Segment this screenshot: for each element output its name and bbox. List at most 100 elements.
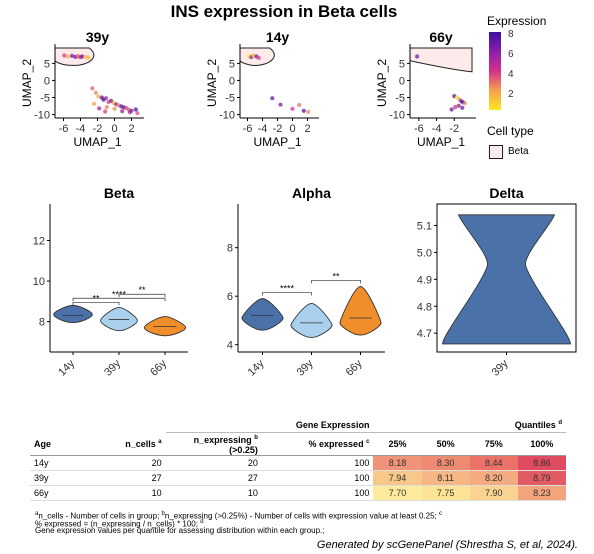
header-pct: % expressed xyxy=(308,439,364,449)
violin-x-tick-label: 14y xyxy=(56,357,77,378)
umap-point xyxy=(65,54,70,59)
footnote-a-text: n_cells - Number of cells in group; xyxy=(38,511,162,521)
significance-bracket xyxy=(262,292,312,296)
violin-x-tick-label: 39y xyxy=(490,357,511,378)
umap-point xyxy=(120,109,125,114)
summary-table: Gene Expression Quantiles d Age n_cells … xyxy=(30,418,566,501)
cell-n-expressing: 20 xyxy=(247,458,258,468)
umap-point xyxy=(297,102,302,108)
significance-bracket xyxy=(72,297,166,302)
footnote-d: d xyxy=(200,519,204,525)
umap-y-label: UMAP_2 xyxy=(375,59,389,107)
legend-expression-title: Expression xyxy=(487,14,547,28)
page-title: INS expression in Beta cells xyxy=(170,2,398,21)
legend-colorbar xyxy=(489,32,501,110)
header-n-expressing-note: b xyxy=(254,435,258,441)
cell-q50: 7.75 xyxy=(421,485,470,501)
violin-66y xyxy=(339,286,382,336)
umap-title: 39y xyxy=(86,29,110,45)
umap-y-tick-label: 0 xyxy=(229,75,235,87)
table-row: 14y 20 20 100 8.18 8.30 8.44 8.86 xyxy=(30,455,566,471)
umap-x-tick-label: -6 xyxy=(59,123,69,135)
cell-q100: 8.86 xyxy=(517,455,566,471)
header-n-cells: n_cells xyxy=(125,438,156,449)
umap-y-tick-label: 5 xyxy=(229,58,235,70)
umap-point xyxy=(112,106,117,111)
cell-q25: 7.70 xyxy=(373,485,422,501)
table-group-header: Gene Expression Quantiles d xyxy=(30,418,566,433)
header-q75: 75% xyxy=(484,439,503,449)
umap-x-tick-label: 2 xyxy=(128,123,134,135)
cell-n-expressing: 27 xyxy=(247,473,258,483)
violin-y-tick-label: 8 xyxy=(39,317,45,329)
umap-point xyxy=(270,96,275,101)
header-quantiles: Quantiles xyxy=(514,420,556,430)
umap-x-tick-label: -6 xyxy=(243,123,253,135)
cell-q25: 7.94 xyxy=(373,470,422,486)
umap-x-label: UMAP_1 xyxy=(417,135,465,149)
header-gene-expression: Gene Expression xyxy=(295,420,370,430)
cell-q25: 8.18 xyxy=(373,455,422,471)
cell-age: 14y xyxy=(34,458,49,468)
violin-y-tick-label: 12 xyxy=(33,235,45,247)
cell-n-cells: 27 xyxy=(151,473,162,483)
violin-y-tick-label: 8 xyxy=(227,243,233,255)
violin-x-tick-label: 39y xyxy=(295,357,316,378)
umap-title: 66y xyxy=(429,29,453,45)
table-row: 39y 27 27 100 7.94 8.11 8.20 8.79 xyxy=(30,470,566,486)
legend-celltype-label: Beta xyxy=(508,146,529,157)
footnote-2: % expressed = (n_expressing / n_cells) *… xyxy=(35,518,204,529)
significance-bracket xyxy=(311,280,361,284)
umap-point xyxy=(456,103,461,108)
table-column-header: Age n_cells a n_expressing b (>0.25) % e… xyxy=(30,433,566,456)
cell-age: 39y xyxy=(34,473,49,483)
umap-y-tick-label: -10 xyxy=(389,110,405,122)
violin-title: Beta xyxy=(104,185,135,201)
umap-point xyxy=(90,86,95,91)
violin-39y xyxy=(442,214,571,345)
violin-y-tick-label: 4.8 xyxy=(417,301,432,313)
umap-x-tick-label: -2 xyxy=(93,123,103,135)
umap-point xyxy=(97,106,102,111)
legend-celltype-swatch xyxy=(489,145,503,159)
umap-y-tick-label: -5 xyxy=(225,93,235,105)
beta-outline xyxy=(409,47,473,73)
umap-point xyxy=(86,55,91,60)
umap-point xyxy=(301,108,306,113)
cell-q75: 8.44 xyxy=(469,455,518,471)
violin-panel-Delta: Delta 4.7 4.8 4.9 5.0 5.1 39y xyxy=(417,185,577,379)
umap-x-label: UMAP_1 xyxy=(73,135,121,149)
umap-x-tick-label: -2 xyxy=(273,123,283,135)
violin-14y xyxy=(53,304,93,324)
cell-n-expressing: 10 xyxy=(247,488,258,498)
umap-point xyxy=(460,105,465,110)
legend-tick-8: 8 xyxy=(508,29,514,40)
umap-point xyxy=(92,101,97,106)
violin-y-tick-label: 4 xyxy=(227,340,233,352)
header-q100: 100% xyxy=(530,439,554,449)
violin-14y xyxy=(241,298,284,331)
violin-x-tick-label: 14y xyxy=(246,357,267,378)
cell-pct: 100 xyxy=(354,458,370,468)
cell-q75: 7.90 xyxy=(469,485,518,501)
footnote-1: an_cells - Number of cells in group; bn_… xyxy=(35,510,442,521)
umap-y-tick-label: -10 xyxy=(34,110,50,122)
violin-y-tick-label: 5.0 xyxy=(417,247,432,259)
violin-y-tick-label: 5.1 xyxy=(417,221,432,233)
header-age: Age xyxy=(34,438,52,449)
umap-point xyxy=(104,105,109,110)
header-n-expressing-2: (>0.25) xyxy=(229,445,258,455)
umap-y-tick-label: 5 xyxy=(399,58,405,70)
cell-age: 66y xyxy=(34,488,49,498)
umap-y-tick-label: 0 xyxy=(399,75,405,87)
cell-q100: 8.79 xyxy=(517,470,566,486)
umap-x-tick-label: -2 xyxy=(449,123,459,135)
umap-point xyxy=(449,107,454,112)
header-n-cells-note: a xyxy=(158,438,162,445)
umap-y-tick-label: 5 xyxy=(44,58,50,70)
